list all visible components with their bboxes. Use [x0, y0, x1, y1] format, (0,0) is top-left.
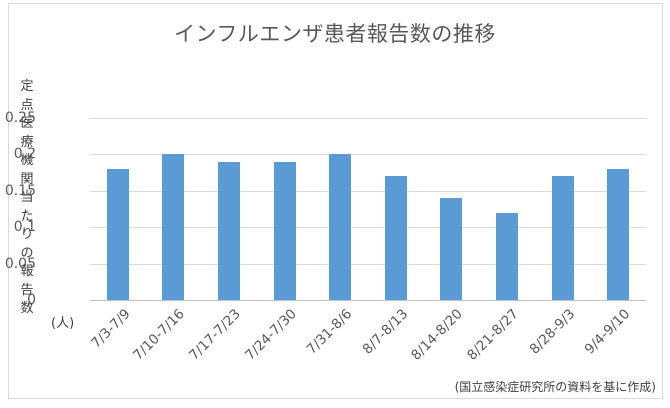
y-tick-label: 0.1	[13, 219, 36, 236]
gridline	[90, 190, 646, 192]
bar	[106, 168, 129, 300]
y-axis-label-char: 定	[20, 79, 34, 94]
y-axis-label-char: の	[20, 245, 34, 261]
y-tick-label: 0	[27, 292, 36, 308]
y-axis-label-char: り	[20, 227, 34, 242]
y-axis-unit: (人)	[51, 316, 75, 331]
y-axis-label-char: 点	[20, 97, 34, 113]
gridline	[90, 300, 646, 301]
bar	[551, 176, 574, 300]
y-axis-label-char: た	[20, 208, 34, 224]
y-tick-label: 0.15	[4, 182, 36, 199]
gridline	[90, 154, 646, 156]
y-tick-label: 0.2	[13, 146, 36, 163]
source-note: (国立感染症研究所の資料を基に作成)	[454, 380, 656, 394]
y-axis-label-char: 関	[20, 171, 34, 187]
y-axis-label-char: 告	[20, 282, 34, 298]
gridline	[90, 263, 646, 265]
gridline	[90, 118, 646, 119]
y-axis-label-char: 療	[20, 134, 34, 150]
bar	[496, 212, 518, 300]
y-tick-label: 0.25	[4, 110, 36, 126]
y-axis-label-char: 当	[20, 190, 34, 205]
bar	[218, 161, 240, 300]
gridline	[90, 227, 646, 229]
bar	[607, 168, 630, 300]
bar	[440, 198, 463, 300]
y-axis-label-char: 数	[20, 301, 34, 316]
bar	[329, 154, 352, 300]
y-tick-label: 0.05	[4, 255, 36, 272]
y-axis-label: 定点医療機関当たりの報告数	[19, 78, 35, 319]
y-axis-label-char: 報	[20, 264, 34, 279]
chart-title: インフルエンザ患者報告数の推移	[174, 22, 496, 46]
bar	[162, 154, 185, 300]
y-axis-label-char: 医	[20, 116, 34, 131]
plot-area: 0 0.05 0.1 0.15 0.2 0.25	[5, 110, 646, 308]
bar	[384, 176, 407, 300]
bar	[273, 161, 296, 300]
y-axis-label-char: 機	[20, 153, 34, 168]
